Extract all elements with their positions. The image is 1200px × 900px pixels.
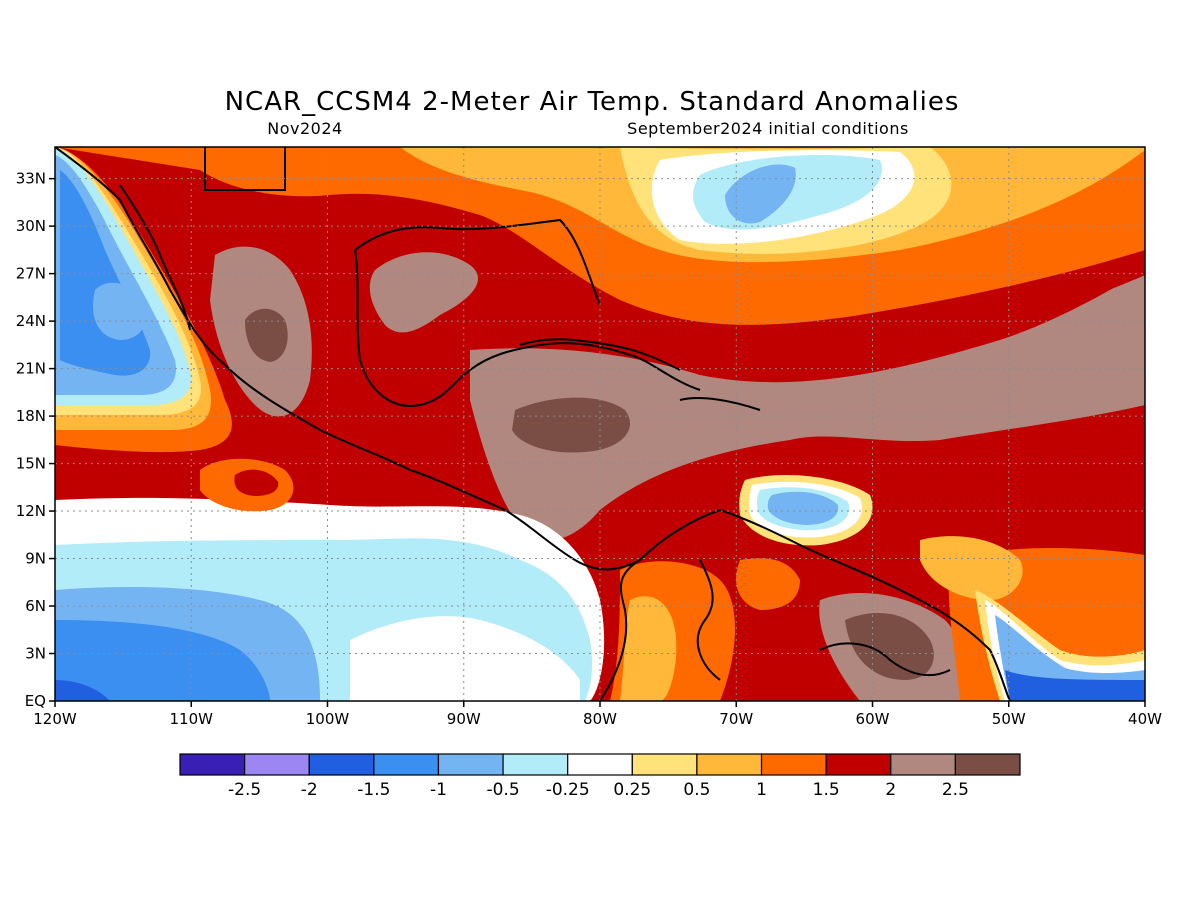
anomaly-field	[55, 147, 1145, 701]
colorbar-swatch	[760, 753, 827, 776]
chart-title: NCAR_CCSM4 2-Meter Air Temp. Standard An…	[225, 87, 960, 117]
lon-tick-label: 90W	[447, 710, 481, 728]
caribbean-high-anomaly	[470, 270, 1145, 540]
colorbar-swatch	[373, 753, 440, 776]
us-mexico-border	[204, 147, 286, 191]
lat-tick-label: 3N	[25, 645, 46, 663]
anomaly-eastern-pacific-max	[234, 469, 279, 496]
grid	[55, 147, 1145, 701]
equatorial-atlantic-cool	[1005, 670, 1145, 701]
pacific-coldest-core	[55, 680, 110, 701]
mexico-max-anomaly	[245, 308, 288, 362]
pacific-cold-core	[55, 620, 270, 701]
colorbar-label: 1.5	[813, 780, 840, 800]
lon-tick-label: 70W	[719, 710, 753, 728]
lon-tick-label: 110W	[170, 710, 214, 728]
lat-tick-label: 30N	[16, 217, 46, 235]
colorbar-label: 2	[885, 780, 896, 800]
colorbar-label: -1	[430, 780, 447, 800]
colorbar-label: -2.5	[228, 780, 261, 800]
colorbar: -2.5 -2 -1.5 -1 -0.5 -0.25 0.25 0.5 1 1.5 2 2.5	[179, 753, 1021, 800]
colorbar-label: -2	[301, 780, 318, 800]
colorbar-swatch	[437, 753, 504, 776]
anomaly-venezuela-orange	[736, 558, 800, 610]
north-atlantic-cool-eddy	[725, 164, 796, 224]
colorbar-swatch	[954, 753, 1021, 776]
hispaniola-coast	[679, 397, 761, 411]
pacific-white-patch	[350, 616, 580, 701]
colorbar-swatch	[179, 753, 246, 776]
guiana-border	[819, 642, 951, 677]
colorbar-swatch	[631, 753, 698, 776]
lon-tick-label: 120W	[33, 710, 77, 728]
axes: 120W 110W 100W 90W 80W 70W 60W 50W 40W EQ 3N 6N 9N 12…	[16, 170, 1162, 728]
baja-peninsula-coast	[119, 184, 191, 331]
colorbar-label: 2.5	[942, 780, 969, 800]
lat-tick-label: 27N	[16, 265, 46, 283]
us-gulf-coast	[354, 218, 601, 306]
lat-tick-label: 6N	[25, 597, 46, 615]
lat-tick-label: 15N	[16, 455, 46, 473]
initial-conditions: September2024 initial conditions	[627, 119, 909, 138]
colorbar-label: -1.5	[357, 780, 390, 800]
cuba-coast	[519, 338, 681, 371]
coastlines	[55, 147, 1011, 701]
caribbean-max-anomaly	[512, 397, 631, 453]
lat-tick-label: 33N	[16, 170, 46, 188]
gulf-high-anomaly	[369, 252, 479, 333]
lon-tick-label: 100W	[306, 710, 350, 728]
anomaly-east-atlantic-yellow	[920, 536, 1023, 600]
anomaly-colombia-yellow	[620, 596, 677, 701]
colorbar-swatch	[567, 753, 633, 776]
lon-tick-label: 40W	[1128, 710, 1162, 728]
guiana-max-anomaly	[845, 612, 934, 680]
lat-tick-label: 18N	[16, 407, 46, 425]
colorbar-label: -0.5	[486, 780, 519, 800]
colorbar-label: 1	[756, 780, 767, 800]
anomaly-east-atlantic-warm	[1039, 604, 1126, 645]
lat-tick-label: 24N	[16, 312, 46, 330]
gulf-coastline	[354, 249, 701, 407]
south-america-west-coast	[599, 559, 641, 701]
south-america-north-coast	[639, 508, 1011, 701]
anomaly-baja-inner	[92, 282, 147, 340]
atlantic-cool-eddy	[767, 491, 839, 525]
colorbar-swatch	[502, 753, 569, 776]
forecast-month: Nov2024	[267, 119, 342, 138]
lat-tick-label: 9N	[25, 550, 46, 568]
colorbar-label: 0.25	[613, 780, 651, 800]
colorbar-swatch	[825, 753, 892, 776]
lat-tick-label: 12N	[16, 502, 46, 520]
colorbar-swatch	[244, 753, 310, 776]
colorbar-swatch	[308, 753, 375, 776]
lon-tick-label: 50W	[992, 710, 1026, 728]
anomaly-atlantic-red-band	[860, 250, 1145, 338]
lat-tick-label: EQ	[25, 692, 46, 710]
colorbar-label: -0.25	[546, 780, 590, 800]
lon-tick-label: 60W	[856, 710, 890, 728]
lon-tick-label: 80W	[583, 710, 617, 728]
colorbar-swatch	[696, 753, 763, 776]
venezuela-border	[696, 559, 721, 681]
colorbar-swatch	[890, 753, 956, 776]
lat-tick-label: 21N	[16, 360, 46, 378]
colorbar-label: 0.5	[683, 780, 710, 800]
pacific-coastline	[55, 147, 641, 571]
